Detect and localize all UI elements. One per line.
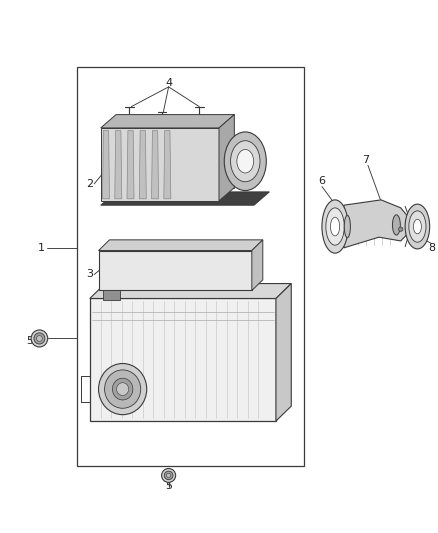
- Ellipse shape: [399, 227, 403, 231]
- Text: 7: 7: [362, 155, 369, 165]
- Polygon shape: [99, 251, 252, 290]
- Polygon shape: [102, 131, 110, 199]
- Ellipse shape: [105, 370, 141, 408]
- Ellipse shape: [34, 333, 45, 344]
- Text: 1: 1: [38, 243, 45, 253]
- Polygon shape: [90, 284, 291, 298]
- Polygon shape: [276, 284, 291, 421]
- Ellipse shape: [99, 364, 147, 415]
- Text: 4: 4: [165, 78, 172, 87]
- Bar: [103, 290, 120, 300]
- Bar: [77, 67, 304, 466]
- Ellipse shape: [224, 132, 266, 191]
- Ellipse shape: [31, 330, 48, 347]
- Ellipse shape: [409, 211, 426, 242]
- Text: 8: 8: [428, 243, 435, 253]
- Ellipse shape: [322, 200, 348, 253]
- Polygon shape: [152, 131, 159, 199]
- Polygon shape: [164, 131, 171, 199]
- Ellipse shape: [162, 469, 176, 482]
- Polygon shape: [101, 115, 234, 128]
- Ellipse shape: [405, 204, 430, 249]
- Text: 5: 5: [26, 336, 33, 346]
- Ellipse shape: [166, 473, 171, 478]
- Ellipse shape: [330, 217, 340, 236]
- Ellipse shape: [36, 336, 42, 342]
- Ellipse shape: [230, 141, 260, 182]
- Text: 5: 5: [165, 481, 172, 491]
- Polygon shape: [115, 131, 122, 199]
- Text: 2: 2: [86, 179, 93, 189]
- Text: 6: 6: [318, 176, 325, 186]
- Polygon shape: [101, 128, 219, 201]
- Ellipse shape: [326, 208, 344, 245]
- Polygon shape: [139, 131, 146, 199]
- Polygon shape: [127, 131, 134, 199]
- Ellipse shape: [117, 383, 129, 395]
- Ellipse shape: [113, 378, 133, 400]
- Polygon shape: [252, 240, 263, 290]
- Ellipse shape: [237, 150, 254, 173]
- Polygon shape: [99, 240, 263, 251]
- Ellipse shape: [392, 215, 400, 235]
- Ellipse shape: [344, 215, 350, 238]
- Polygon shape: [101, 192, 269, 205]
- Ellipse shape: [413, 219, 421, 234]
- Ellipse shape: [164, 471, 173, 480]
- Polygon shape: [219, 115, 234, 201]
- Text: 3: 3: [86, 270, 93, 279]
- Polygon shape: [344, 200, 410, 248]
- Polygon shape: [90, 298, 276, 421]
